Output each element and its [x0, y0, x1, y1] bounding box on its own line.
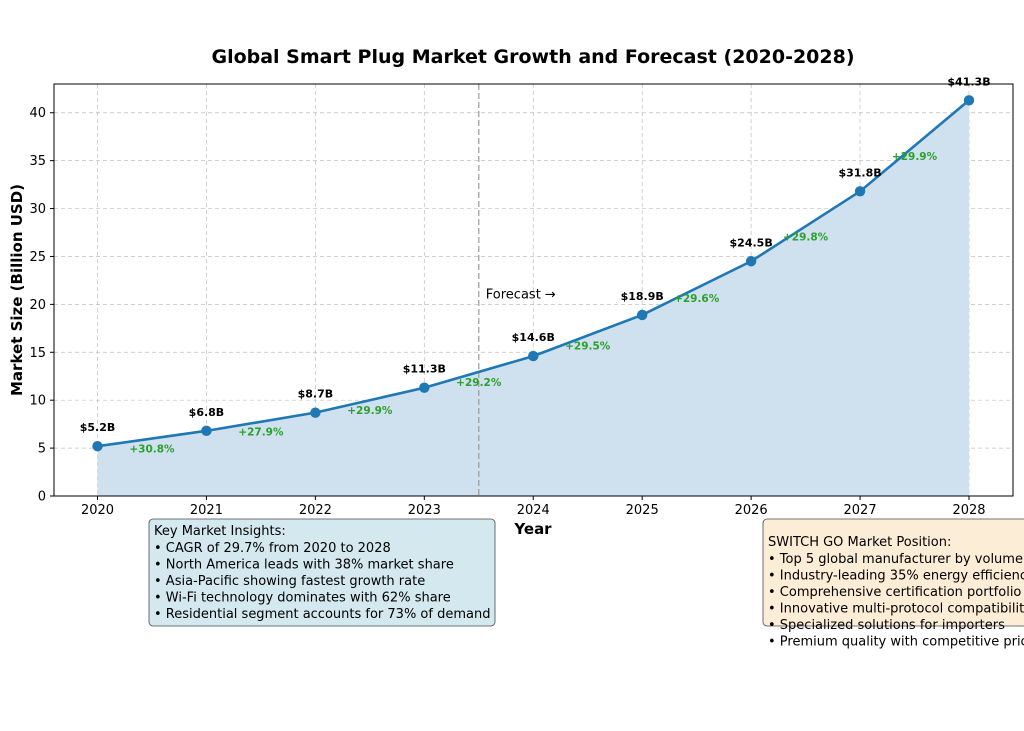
x-axis-ticks: 2020 2021 2022 2023 2024 2025 2026 2027 2028 [81, 496, 986, 518]
x-tick-label: 2020 [81, 503, 114, 518]
data-point [963, 95, 975, 106]
y-tick-label: 35 [29, 154, 46, 169]
position-line: • Specialized solutions for importers [768, 618, 1005, 633]
growth-label: +29.5% [565, 341, 611, 353]
x-tick-label: 2027 [844, 503, 877, 518]
insights-box-background [148, 518, 496, 627]
x-tick-label: 2023 [408, 503, 441, 518]
value-label: $24.5B [730, 236, 773, 249]
x-tick-label: 2026 [735, 503, 768, 518]
insights-box-title: Key Market Insights: [154, 524, 286, 539]
growth-label: +29.2% [456, 377, 502, 389]
data-point [92, 440, 103, 452]
position-line: • Industry-leading 35% energy efficiency [768, 569, 1024, 584]
y-tick-label: 15 [29, 346, 46, 361]
value-label: $31.8B [838, 166, 881, 179]
y-tick-label: 30 [29, 202, 46, 217]
growth-label: +29.9% [892, 151, 938, 163]
insights-line: • Residential segment accounts for 73% o… [154, 607, 490, 622]
data-point [528, 350, 539, 362]
insights-lines: • CAGR of 29.7% from 2020 to 2028 • North… [154, 541, 490, 622]
value-labels: $5.2B $6.8B $8.7B $11.3B $14.6B $18.9B $24.5B $… [80, 75, 991, 434]
value-label: $41.3B [947, 75, 990, 88]
insights-line: • North America leads with 38% market sh… [154, 558, 454, 573]
position-lines: • Top 5 global manufacturer by volume • I… [768, 552, 1024, 650]
data-point [854, 186, 866, 197]
x-tick-label: 2024 [517, 503, 550, 518]
growth-label: +29.8% [783, 231, 829, 243]
x-tick-label: 2028 [952, 503, 985, 518]
growth-label: +30.8% [129, 444, 175, 456]
value-label: $18.9B [621, 290, 664, 303]
y-tick-label: 25 [29, 250, 46, 265]
value-label: $6.8B [189, 406, 225, 419]
position-line: • Innovative multi-protocol compatibilit… [768, 602, 1024, 617]
data-point [636, 309, 648, 321]
position-line: • Top 5 global manufacturer by volume [768, 552, 1023, 567]
value-label: $11.3B [403, 363, 446, 376]
position-box-title: SWITCH GO Market Position: [768, 535, 951, 550]
x-tick-label: 2022 [299, 503, 332, 518]
data-points [92, 95, 975, 452]
area-fill-layer [97, 100, 969, 496]
x-tick-label: 2021 [190, 503, 223, 518]
area-fill [97, 100, 969, 496]
growth-label: +29.6% [674, 293, 720, 305]
y-tick-label: 40 [29, 106, 46, 121]
y-tick-label: 5 [38, 442, 46, 457]
y-axis-label: Market Size (Billion USD) [8, 184, 26, 396]
data-point [419, 382, 430, 393]
value-label: $5.2B [80, 421, 116, 434]
y-tick-label: 20 [29, 298, 46, 313]
value-label: $8.7B [298, 388, 334, 401]
insights-line: • Asia-Pacific showing fastest growth ra… [154, 574, 425, 589]
chart-title: Global Smart Plug Market Growth and Fore… [211, 46, 854, 68]
position-box: SWITCH GO Market Position: • Top 5 globa… [762, 518, 1024, 650]
position-line: • Comprehensive certification portfolio [768, 585, 1021, 600]
data-point [201, 425, 212, 437]
y-tick-label: 0 [38, 490, 46, 505]
forecast-label: Forecast → [486, 288, 556, 303]
y-axis-ticks: 0 5 10 15 20 25 30 35 40 [29, 106, 54, 505]
growth-label: +27.9% [238, 427, 284, 439]
data-point [310, 407, 321, 418]
growth-label: +29.9% [347, 405, 393, 417]
y-tick-label: 10 [29, 394, 46, 409]
growth-labels: +30.8% +27.9% +29.9% +29.2% +29.5% +29.6% +29.… [129, 151, 937, 456]
insights-box: Key Market Insights: • CAGR of 29.7% fro… [148, 518, 496, 627]
data-point [745, 256, 757, 267]
position-line: • Premium quality with competitive prici… [768, 635, 1024, 650]
x-axis-label: Year [513, 520, 552, 538]
value-label: $14.6B [512, 331, 555, 344]
insights-line: • CAGR of 29.7% from 2020 to 2028 [154, 541, 391, 556]
insights-line: • Wi-Fi technology dominates with 62% sh… [154, 591, 451, 606]
x-tick-label: 2025 [626, 503, 659, 518]
position-box-background [762, 518, 1024, 627]
